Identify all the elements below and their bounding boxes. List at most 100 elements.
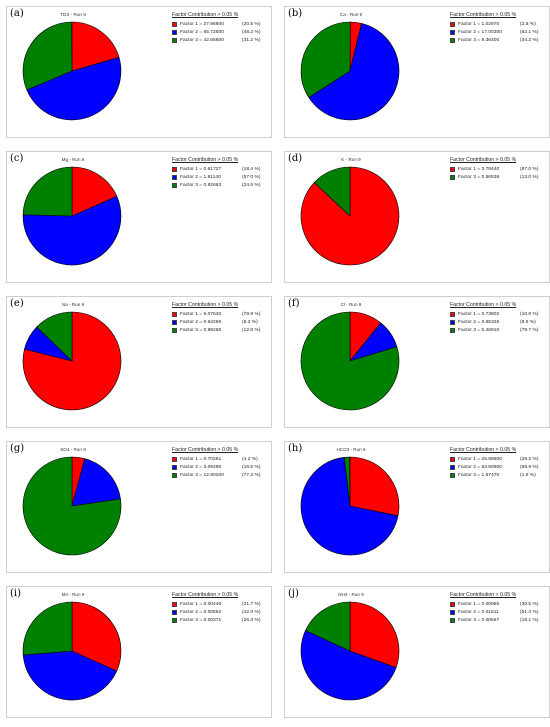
chart-panel: (a) TDS - Run 9 Factor Contribution > 0.05… xyxy=(6,6,272,138)
legend-item-label: Factor 1 = 6.07540 xyxy=(180,311,222,317)
legend-item-percent: (24.6 %) xyxy=(242,182,261,188)
legend-item: Factor 2 = 0.01611 (51.4 %) xyxy=(450,608,549,616)
legend-item-percent: (30.5 %) xyxy=(520,601,539,607)
legend-item: Factor 3 = 5.46910 (79.7 %) xyxy=(450,326,549,334)
legend-item-label: Factor 1 = 0.00446 xyxy=(180,601,222,607)
legend-swatch-factor-2 xyxy=(172,319,177,325)
legend-swatch-factor-3 xyxy=(172,617,177,623)
legend-item: Factor 3 = 12.90200 (77.3 %) xyxy=(172,471,271,479)
pie-slice-factor-1 xyxy=(71,166,118,217)
legend-swatch-factor-3 xyxy=(172,37,177,43)
legend-item-percent: (62.1 %) xyxy=(520,29,539,35)
legend-swatch-factor-3 xyxy=(172,182,177,188)
pie-slice-factor-3 xyxy=(22,456,122,556)
legend-item-label: Factor 2 = 65.72500 xyxy=(180,29,224,35)
legend-title: Factor Contribution > 0.05 % xyxy=(172,157,239,163)
legend-title: Factor Contribution > 0.05 % xyxy=(172,447,239,453)
legend-swatch-factor-1 xyxy=(172,166,177,172)
chart-title: SO4 - Run 9 xyxy=(60,447,86,452)
legend-swatch-factor-1 xyxy=(450,311,455,317)
chart-panel: (f) Cl - Run 9 Factor Contribution > 0.05 … xyxy=(284,296,550,428)
pie-slice-factor-3 xyxy=(343,456,351,507)
pie-slice-factor-3 xyxy=(300,21,351,98)
legend-item: Factor 3 = 0.98260 (12.8 %) xyxy=(172,326,271,334)
chart-panel: (j) NH4 - Run 9 Factor Contribution > 0.05… xyxy=(284,586,550,718)
legend-item-percent: (42.0 %) xyxy=(242,609,261,615)
legend-item: Factor 1 = 6.07540 (78.9 %) xyxy=(172,310,271,318)
legend-item-percent: (78.9 %) xyxy=(242,311,261,317)
legend-swatch-factor-1 xyxy=(450,21,455,27)
legend-swatch-factor-1 xyxy=(172,311,177,317)
pie-slice-factor-1 xyxy=(349,601,400,668)
legend-item-label: Factor 2 = 0.00592 xyxy=(180,609,222,615)
legend: Factor Contribution > 0.05 % Factor 1 = 6… xyxy=(172,302,271,334)
legend-item-percent: (18.5 %) xyxy=(242,464,261,470)
panel-label: (f) xyxy=(288,298,300,309)
legend-item-percent: (18.1 %) xyxy=(520,617,539,623)
legend-item-label: Factor 3 = 0.82663 xyxy=(180,182,222,188)
legend: Factor Contribution > 0.05 % Factor 1 = 0… xyxy=(450,592,549,624)
panel-label: (a) xyxy=(10,8,24,19)
legend-title: Factor Contribution > 0.05 % xyxy=(450,157,517,163)
legend-item: Factor 3 = 0.00567 (18.1 %) xyxy=(450,616,549,624)
legend-item-percent: (20.5 %) xyxy=(242,21,261,27)
pie-slice-factor-3 xyxy=(22,21,73,91)
panel-label: (d) xyxy=(288,153,303,164)
chart-panel: (h) HCO3 - Run 9 Factor Contribution > 0.0… xyxy=(284,441,550,573)
legend-swatch-factor-3 xyxy=(172,472,177,478)
pie-slice-factor-1 xyxy=(71,21,120,72)
legend-item: Factor 2 = 0.00592 (42.0 %) xyxy=(172,608,271,616)
pie-slice-factor-2 xyxy=(300,457,399,556)
legend-item-label: Factor 3 = 9.36400 xyxy=(458,37,500,43)
legend-title: Factor Contribution > 0.05 % xyxy=(450,302,517,308)
legend-item-label: Factor 2 = 0.65326 xyxy=(458,319,500,325)
legend-item-label: Factor 2 = 17.00300 xyxy=(458,29,502,35)
panel-label: (h) xyxy=(288,443,303,454)
legend-item-percent: (18.4 %) xyxy=(242,166,261,172)
legend-item: Factor 3 = 0.56538 (13.0 %) xyxy=(450,173,549,181)
legend-item-percent: (51.4 %) xyxy=(520,609,539,615)
pie-chart xyxy=(22,166,122,266)
legend-swatch-factor-3 xyxy=(450,174,455,180)
legend-item-percent: (69.9 %) xyxy=(520,464,539,470)
legend-title: Factor Contribution > 0.05 % xyxy=(172,12,239,18)
legend-item-percent: (31.7 %) xyxy=(242,601,261,607)
legend-item-label: Factor 3 = 0.00567 xyxy=(458,617,500,623)
panel-label: (b) xyxy=(288,8,303,19)
legend-item-percent: (8.3 %) xyxy=(242,319,258,325)
legend-item-label: Factor 2 = 0.01611 xyxy=(458,609,499,615)
legend-item: Factor 3 = 1.67470 (1.8 %) xyxy=(450,471,549,479)
legend-swatch-factor-2 xyxy=(172,174,177,180)
legend-swatch-factor-2 xyxy=(450,464,455,470)
legend-item: Factor 2 = 65.72500 (48.2 %) xyxy=(172,28,271,36)
chart-title: Mg - Run 9 xyxy=(61,157,85,162)
legend-swatch-factor-1 xyxy=(450,166,455,172)
legend-item-percent: (10.8 %) xyxy=(520,311,539,317)
legend-swatch-factor-2 xyxy=(172,29,177,35)
legend-swatch-factor-3 xyxy=(172,327,177,333)
legend-item: Factor 1 = 0.00955 (30.5 %) xyxy=(450,600,549,608)
legend-item-label: Factor 3 = 1.67470 xyxy=(458,472,500,478)
legend-item-percent: (77.3 %) xyxy=(242,472,261,478)
legend-item: Factor 1 = 27.96600 (20.5 %) xyxy=(172,20,271,28)
legend-item-label: Factor 1 = 27.96600 xyxy=(180,21,224,27)
legend-item-percent: (48.2 %) xyxy=(242,29,261,35)
legend-title: Factor Contribution > 0.05 % xyxy=(172,302,239,308)
legend-item: Factor 1 = 0.70261 (4.2 %) xyxy=(172,455,271,463)
legend-swatch-factor-2 xyxy=(450,319,455,325)
legend-item-label: Factor 1 = 0.73802 xyxy=(458,311,500,317)
pie-slice-factor-3 xyxy=(305,601,351,652)
legend-item-label: Factor 1 = 25.68600 xyxy=(458,456,502,462)
legend-item: Factor 3 = 0.00371 (26.3 %) xyxy=(172,616,271,624)
legend-item: Factor 1 = 1.02970 (3.8 %) xyxy=(450,20,549,28)
chart-panel: (g) SO4 - Run 9 Factor Contribution > 0.05… xyxy=(6,441,272,573)
pie-chart xyxy=(300,166,400,266)
chart-title: TDS - Run 9 xyxy=(60,12,86,17)
pie-chart xyxy=(300,456,400,556)
legend-item-label: Factor 3 = 0.00371 xyxy=(180,617,222,623)
legend-item-label: Factor 2 = 3.09490 xyxy=(180,464,222,470)
legend-item-label: Factor 2 = 0.64296 xyxy=(180,319,222,325)
pie-chart xyxy=(300,311,400,411)
pie-slice-factor-3 xyxy=(313,166,351,217)
legend-item-percent: (34.2 %) xyxy=(520,37,539,43)
